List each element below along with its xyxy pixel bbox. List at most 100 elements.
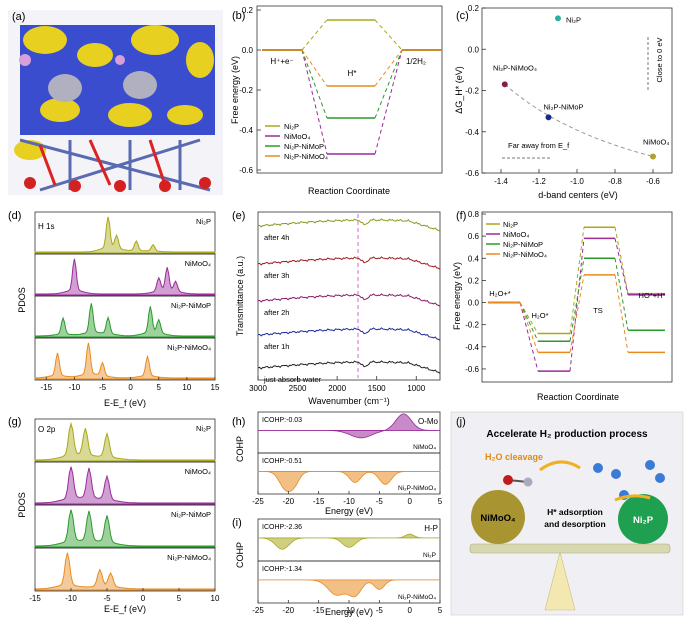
- subplot-frame: [34, 547, 216, 592]
- panel-i-stack: ICOHP:-2.36 Ni₂P ICOHP:-1.34 Ni₂P-NiMoO₄ H-P…: [252, 518, 443, 615]
- xtick-label: 5: [157, 383, 162, 392]
- ytick-label: -0.6: [465, 169, 479, 178]
- panel-h: (h) COHP ICOHP:-0.03 NiMoO₄ ICOHP:-0.51 Ni₂…: [232, 411, 443, 516]
- ytick-label: 0.8: [468, 210, 480, 219]
- red-bonds: [38, 139, 167, 186]
- panel-g-ylabel: PDOS: [17, 492, 27, 518]
- panel-g-xlabel: E-E_f (eV): [104, 604, 146, 614]
- panel-f: (f) Free energy (eV) Reaction Coordinate…: [452, 210, 673, 402]
- icohp-label: ICOHP:-0.51: [262, 458, 302, 465]
- ytick-label: -0.4: [465, 343, 479, 352]
- ytick-label: 0.6: [468, 232, 480, 241]
- xtick-label: 1500: [368, 384, 386, 393]
- panel-c-points: Ni₂P Ni₂P-NiMoO₄ Ni₂P-NiMoP NiMoO₄: [493, 15, 669, 160]
- cohp-curve: [258, 579, 440, 598]
- ytick-label: 0.2: [242, 6, 254, 15]
- xtick-label: -0.8: [608, 177, 622, 186]
- panel-i: (i) COHP ICOHP:-2.36 Ni₂P ICOHP:-1.34 Ni₂P-…: [232, 517, 443, 617]
- panel-j: (j) Accelerate H₂ production process H₂O…: [450, 411, 684, 616]
- panel-i-xlabel: Energy (eV): [325, 607, 373, 617]
- connector: [374, 19, 403, 51]
- panel-j-text-2: and desorption: [544, 519, 605, 529]
- panel-e-xlabel: Wavenumber (cm⁻¹): [308, 396, 389, 406]
- pdos-curve: [34, 466, 216, 505]
- panel-letter-i: (i): [232, 517, 242, 529]
- panel-b-yticks: 0.2 0.0 -0.2 -0.4 -0.6: [239, 6, 261, 175]
- connector: [519, 302, 539, 353]
- ytick-label: 0.0: [242, 46, 254, 55]
- icohp-label: ICOHP:-1.34: [262, 566, 302, 573]
- xtick-label: -15: [313, 497, 325, 506]
- connector: [569, 274, 585, 353]
- pdos-curve: [34, 421, 216, 462]
- xtick-label: 0: [407, 606, 412, 615]
- xtick-label: 2000: [328, 384, 346, 393]
- panel-c: (c) -1.4 -1.2 -1.0 -0.8 -0.6 0.2 0.0 -0.2 -0.4 -0…: [454, 4, 673, 200]
- connector: [519, 302, 539, 372]
- ytick-label: 0.0: [468, 299, 480, 308]
- nimoo4-sphere-label: NiMoO₄: [480, 513, 516, 524]
- panel-e-frame: [257, 211, 441, 381]
- panel-g: (g) PDOS O 2p Ni₂P NiMoO₄ Ni₂P-NiMoP Ni₂P-N…: [8, 416, 220, 614]
- xtick-label: 2500: [289, 384, 307, 393]
- connector: [614, 227, 629, 294]
- hydrogen-atoms: [593, 460, 665, 500]
- panel-c-xlabel: d-band centers (eV): [538, 190, 618, 200]
- subplot-frame: [34, 211, 216, 255]
- panel-b-state-2: H*: [348, 69, 357, 78]
- panel-letter-a: (a): [12, 11, 25, 23]
- subplot-label: Ni₂P: [196, 424, 211, 433]
- panel-d-ylabel: PDOS: [17, 287, 27, 313]
- point-label: Ni₂P-NiMoP: [544, 102, 584, 111]
- gray-isosurface: [48, 71, 157, 102]
- connector: [301, 19, 328, 51]
- charge-density-yellow: [14, 25, 214, 160]
- connector: [519, 302, 539, 334]
- ftir-curve: [257, 327, 441, 341]
- ftir-curve: [257, 360, 441, 374]
- panel-j-h2o-label: H₂O cleavage: [485, 452, 543, 462]
- ytick-label: -0.4: [465, 128, 479, 137]
- arrow-2-icon: [614, 494, 651, 502]
- connector: [374, 49, 403, 119]
- ytick-label: -0.2: [465, 87, 479, 96]
- panel-letter-d: (d): [8, 210, 21, 222]
- scatter-point: [650, 153, 656, 160]
- panel-d-xlabel: E-E_f (eV): [104, 398, 146, 408]
- panel-e-series: after 4h after 3h after 2h after 1h just abs…: [257, 218, 441, 384]
- panel-letter-h: (h): [232, 416, 245, 428]
- bonds: [19, 138, 211, 192]
- seesaw-beam: [469, 543, 671, 554]
- panel-letter-g: (g): [8, 416, 21, 428]
- panel-g-orbital: O 2p: [38, 425, 56, 434]
- legend-entry: Ni₂P-NiMoO₄: [503, 250, 547, 259]
- xtick-label: 1000: [407, 384, 425, 393]
- pdos-curve: [34, 509, 216, 548]
- series-label: after 4h: [264, 233, 289, 242]
- panel-a: (a): [8, 10, 223, 195]
- xtick-label: -10: [69, 383, 81, 392]
- panel-letter-c: (c): [456, 10, 469, 22]
- panel-e-xticks: 3000 2500 2000 1500 1000: [249, 376, 426, 393]
- legend-entry: NiMoO₄: [284, 132, 310, 141]
- panel-f-state-2: H₂O*: [531, 311, 548, 320]
- legend-entry: Ni₂P: [503, 220, 518, 229]
- connector: [374, 49, 403, 155]
- ytick-label: -0.2: [239, 86, 253, 95]
- cohp-curve: [257, 471, 441, 493]
- xtick-label: -5: [99, 383, 107, 392]
- panel-j-title: Accelerate H₂ production process: [486, 429, 648, 440]
- xtick-label: -5: [103, 594, 111, 603]
- connector: [614, 274, 629, 353]
- xtick-label: -25: [252, 606, 264, 615]
- panel-f-ylabel: Free energy (eV): [452, 262, 462, 330]
- icohp-label: ICOHP:-0.03: [262, 417, 302, 424]
- trend-curve: [504, 83, 654, 157]
- xtick-label: -5: [376, 497, 384, 506]
- legend-entry: Ni₂P-NiMoP: [503, 240, 543, 249]
- pdos-curve: [34, 552, 216, 591]
- panel-h-stack: ICOHP:-0.03 NiMoO₄ ICOHP:-0.51 Ni₂P-NiMoO₄ O…: [252, 411, 443, 506]
- subplot-label: Ni₂P: [423, 552, 436, 559]
- connector: [614, 238, 629, 295]
